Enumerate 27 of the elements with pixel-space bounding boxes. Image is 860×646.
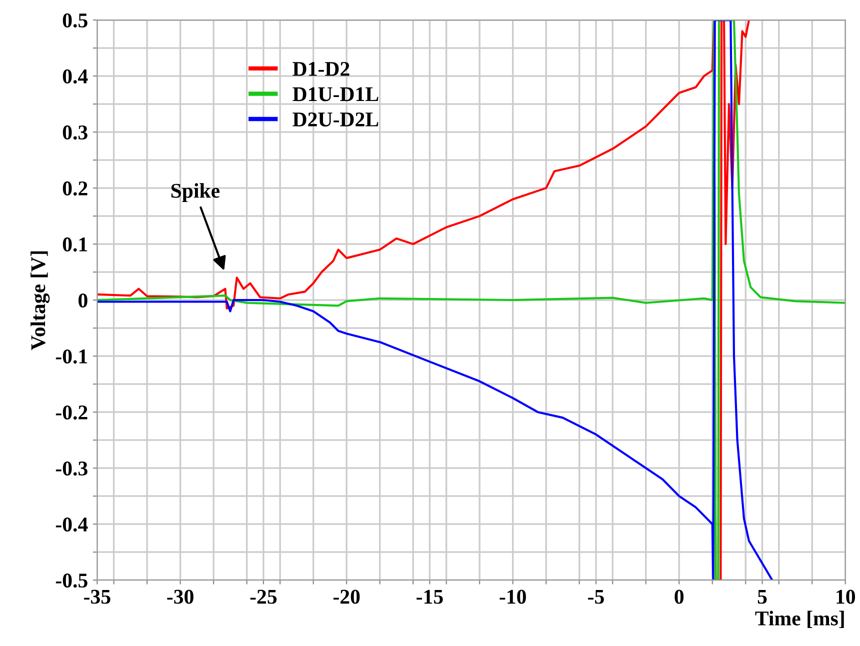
y-axis-title: Voltage [V] xyxy=(30,251,50,350)
x-tick-label: -5 xyxy=(588,590,604,604)
y-tick-label: -0.5 xyxy=(56,573,88,588)
legend-label: D2U-D2L xyxy=(292,112,378,126)
x-tick-label: -35 xyxy=(84,590,110,604)
x-tick-label: -30 xyxy=(167,590,194,604)
y-tick-label: 0.3 xyxy=(62,125,88,140)
x-tick-label: 0 xyxy=(674,590,684,604)
y-tick-label: 0.2 xyxy=(62,181,88,196)
y-tick-label: 0.5 xyxy=(62,13,88,28)
legend-label: D1U-D1L xyxy=(292,87,378,102)
x-tick-label: -15 xyxy=(416,590,443,604)
x-tick-label: 5 xyxy=(758,590,767,604)
x-tick-label: 10 xyxy=(836,590,855,604)
y-tick-label: -0.2 xyxy=(56,405,88,420)
annotation: Spike xyxy=(171,183,220,202)
y-tick-label: 0.4 xyxy=(62,69,88,84)
legend-label: D1-D2 xyxy=(292,62,350,76)
x-tick-label: -10 xyxy=(500,590,526,604)
x-tick-label: -25 xyxy=(250,590,277,604)
y-tick-label: 0 xyxy=(78,293,88,308)
y-tick-label: -0.3 xyxy=(56,461,88,476)
x-tick-label: -20 xyxy=(333,590,360,604)
y-tick-label: -0.1 xyxy=(56,349,88,364)
y-tick-label: 0.1 xyxy=(62,237,88,252)
x-axis-title: Time [ms] xyxy=(755,610,844,628)
y-tick-label: -0.4 xyxy=(56,517,88,532)
